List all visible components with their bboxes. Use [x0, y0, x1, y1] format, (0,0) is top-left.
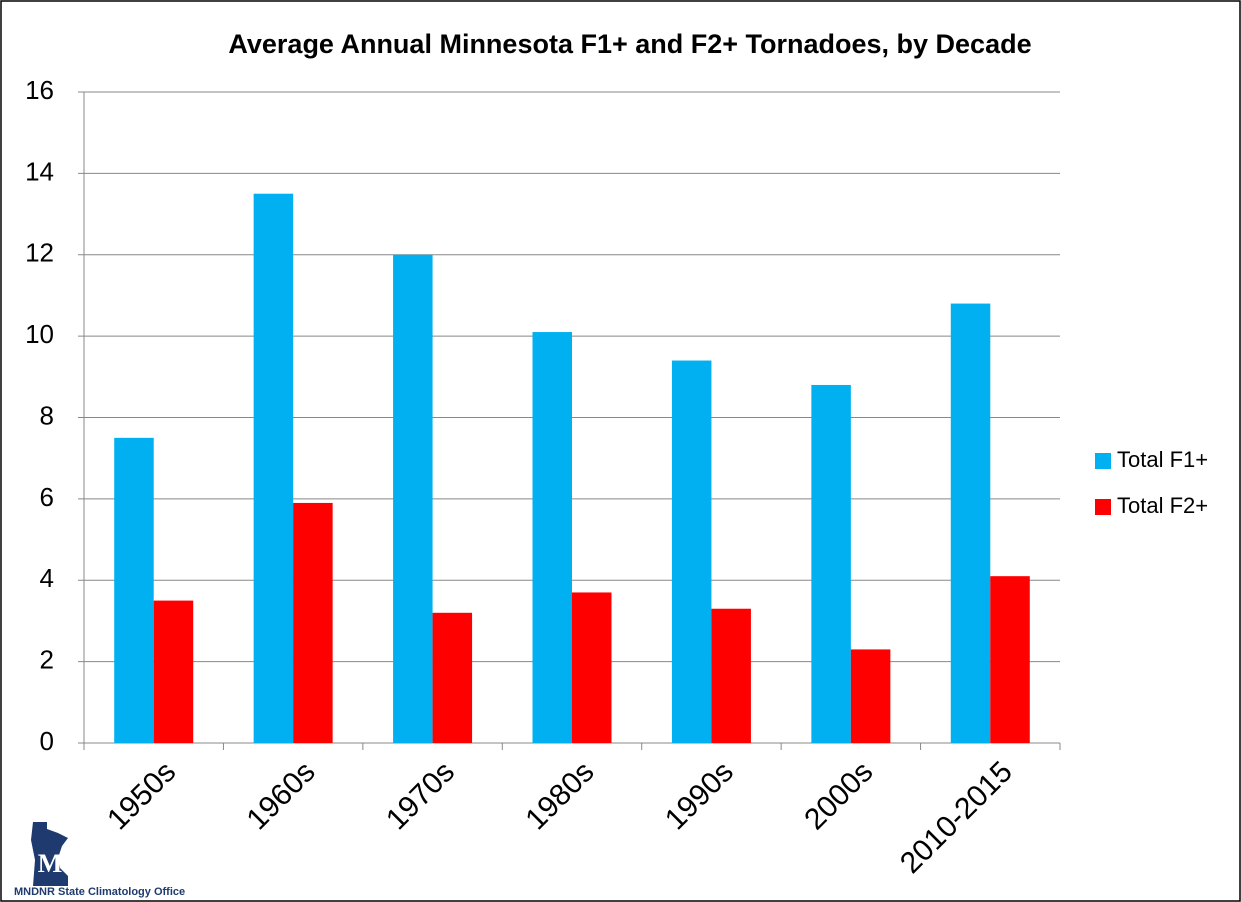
y-tick-label: 10: [25, 319, 54, 349]
svg-text:M: M: [38, 849, 63, 878]
y-tick-label: 8: [40, 400, 54, 430]
bar: [850, 649, 891, 743]
bar: [990, 576, 1030, 743]
bar: [950, 303, 991, 743]
bar: [811, 384, 851, 743]
legend-label: Total F2+: [1117, 493, 1208, 518]
legend-label: Total F1+: [1117, 447, 1208, 472]
y-tick-label: 16: [25, 75, 54, 105]
legend-swatch: [1095, 499, 1111, 515]
bar: [293, 502, 333, 743]
y-tick-label: 6: [40, 482, 54, 512]
logo: M: [31, 822, 68, 886]
source-note: MNDNR State Climatology Office: [14, 886, 185, 898]
chart-title: Average Annual Minnesota F1+ and F2+ Tor…: [228, 29, 1031, 59]
y-tick-label: 2: [40, 645, 54, 675]
bar: [572, 592, 612, 743]
bar: [253, 193, 294, 743]
y-tick-label: 14: [25, 156, 54, 186]
y-tick-label: 4: [40, 563, 54, 593]
bar: [393, 254, 433, 743]
bar: [153, 600, 194, 743]
bar: [532, 332, 572, 743]
bar: [671, 360, 712, 743]
bar: [114, 437, 154, 743]
y-tick-label: 0: [40, 726, 54, 756]
legend-swatch: [1095, 453, 1111, 469]
bar: [711, 608, 751, 743]
y-tick-label: 12: [25, 238, 54, 268]
bar: [432, 612, 473, 743]
